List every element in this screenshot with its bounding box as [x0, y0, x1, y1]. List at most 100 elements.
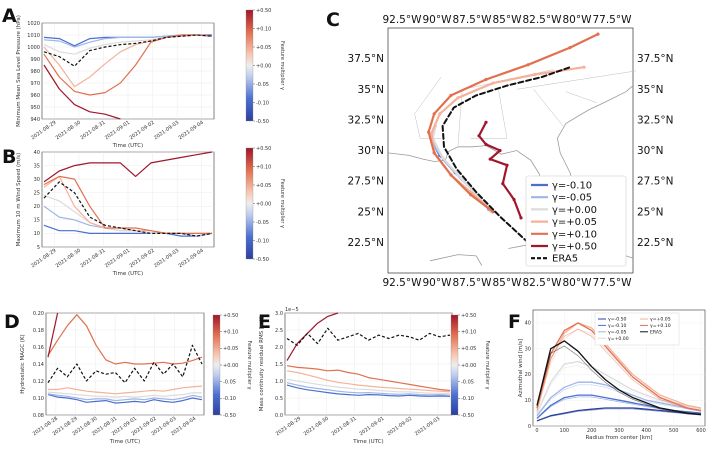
map-y-tick-left: 25°N: [358, 206, 384, 218]
y-tick-label: 1000: [27, 45, 40, 51]
y-tick-label: 1.5: [275, 362, 283, 368]
colorbar-tick-label: -0.05: [461, 379, 474, 385]
panel-label-c: C: [326, 9, 340, 31]
y-tick-label: 2.0: [275, 345, 283, 351]
map-y-tick-left: 27.5°N: [348, 176, 384, 188]
y-tick-label: 0.08: [33, 413, 44, 419]
colorbar-tick-label: +0.10: [256, 164, 271, 170]
colorbar-tick-label: +0.50: [461, 313, 476, 319]
track-point: [501, 182, 505, 186]
x-tick-label: 0: [535, 428, 538, 434]
panel-d: D0.080.100.120.140.160.180.202021-08-282…: [4, 311, 205, 445]
x-tick-label: 2021-09-02: [128, 120, 155, 142]
x-tick-label: 2021-09-01: [104, 120, 131, 142]
map-x-tick-top: 77.5°W: [592, 14, 632, 26]
series-line-era5: [47, 344, 203, 384]
panel-label-d: D: [4, 311, 20, 333]
y-tick-label: 0.12: [33, 379, 44, 385]
track-point: [438, 112, 442, 116]
map-x-tick-bottom: 92.5°W: [382, 277, 422, 289]
x-tick-label: 2021-09-04: [178, 120, 205, 142]
track-point: [568, 46, 572, 50]
colorbar-b: +0.50 +0.10 +0.05 +0.00 -0.05 -0.10 -0.50 Featu…: [245, 146, 285, 263]
colorbar-label: Feature multiplier γ: [246, 341, 252, 390]
track-era5: [441, 66, 571, 244]
offset-label: 1e−5: [285, 307, 299, 313]
x-tick-label: 2021-09-03: [153, 248, 180, 270]
colorbar-tick-label: +0.05: [256, 45, 271, 51]
colorbar-tick-label: +0.50: [223, 313, 238, 319]
map-x-tick-bottom: 85°W: [493, 277, 523, 289]
y-axis-label: Azimuthal wind [m/s]: [518, 339, 524, 397]
x-tick-label: 2021-09-01: [104, 248, 131, 270]
track-point: [456, 96, 460, 100]
colorbar-tick-label: -0.05: [223, 379, 236, 385]
legend-label--p0-10: γ=+0.10: [650, 323, 671, 329]
track-point: [498, 148, 502, 153]
x-tick-label: 400: [642, 428, 652, 434]
state-border: [516, 70, 636, 90]
series-line--p0-50: [47, 312, 59, 358]
map-y-tick-right: 30°N: [637, 145, 663, 157]
map-y-tick-right: 27.5°N: [637, 176, 673, 188]
map-x-tick-bottom: 80°W: [563, 277, 593, 289]
y-tick-label: 20: [34, 204, 40, 210]
y-tick-label: 3.0: [275, 311, 283, 317]
colorbar-tick-label: -0.50: [461, 413, 474, 419]
series-line---0-10: [286, 384, 451, 397]
state-border: [457, 89, 463, 146]
series-line---0-10: [47, 394, 203, 404]
y-tick-label: 0: [528, 424, 531, 430]
panel-label-a: A: [2, 5, 17, 27]
track-point: [488, 157, 492, 161]
track-point: [533, 72, 537, 77]
y-tick-label: 10: [34, 231, 40, 237]
x-tick-label: 2021-08-31: [330, 416, 357, 438]
track-point: [477, 134, 481, 138]
colorbar-label: Feature multiplier γ: [484, 341, 490, 390]
x-tick-label: 2021-08-29: [275, 416, 302, 438]
colorbar-tick-label: -0.10: [461, 396, 474, 402]
y-axis-label: Mass continuity residual RMS [s⁻¹]: [258, 317, 265, 411]
colorbar-tick-label: +0.00: [223, 363, 238, 369]
series-spread---0-50: [536, 408, 702, 422]
y-tick-label: 2.5: [275, 328, 283, 334]
x-tick-label: 2021-09-01: [358, 416, 385, 438]
y-tick-label: 10: [525, 398, 531, 404]
y-tick-label: 0.20: [33, 311, 44, 317]
y-tick-label: 980: [30, 69, 40, 75]
y-tick-label: 35: [34, 163, 40, 169]
x-axis-label: Time (UTC): [112, 143, 143, 149]
track-point: [484, 77, 488, 82]
y-tick-label: 20: [525, 372, 531, 378]
legend-label---0-05: γ=-0.05: [608, 329, 627, 335]
map-x-tick-top: 80°W: [563, 14, 593, 26]
y-tick-label: 40: [34, 150, 40, 156]
colorbar-tick-label: -0.05: [256, 82, 269, 88]
colorbar-tick-label: +0.05: [223, 346, 238, 352]
track-point: [432, 151, 436, 155]
legend-label--p0-00: γ=+0.00: [608, 336, 629, 342]
y-tick-label: 950: [30, 105, 40, 111]
series-line--p0-10: [47, 314, 203, 365]
map-x-tick-top: 87.5°W: [452, 14, 492, 26]
series-line--p0-10: [286, 365, 451, 392]
map-y-tick-right: 37.5°N: [637, 53, 673, 65]
map-y-tick-left: 30°N: [358, 145, 384, 157]
colorbar-tick-label: +0.00: [256, 201, 271, 207]
colorbar-tick-label: +0.00: [461, 363, 476, 369]
x-tick-label: 2021-09-02: [128, 248, 155, 270]
x-tick-label: 100: [560, 428, 570, 434]
colorbar-tick-label: +0.50: [256, 146, 271, 152]
map-x-tick-top: 82.5°W: [522, 14, 562, 26]
map-x-tick-bottom: 87.5°W: [452, 277, 492, 289]
legend-label--p0-10: γ=+0.10: [552, 229, 597, 240]
map-x-tick-bottom: 82.5°W: [522, 277, 562, 289]
coastline-yucatan: [429, 254, 483, 266]
y-tick-label: 30: [34, 177, 40, 183]
track-point: [432, 112, 436, 116]
x-tick-label: 2021-08-30: [303, 416, 330, 438]
colorbar-d: +0.50 +0.10 +0.05 +0.00 -0.05 -0.10 -0.50 Featu…: [212, 313, 252, 419]
panel-label-e: E: [258, 311, 271, 333]
map-y-tick-left: 32.5°N: [348, 114, 384, 126]
